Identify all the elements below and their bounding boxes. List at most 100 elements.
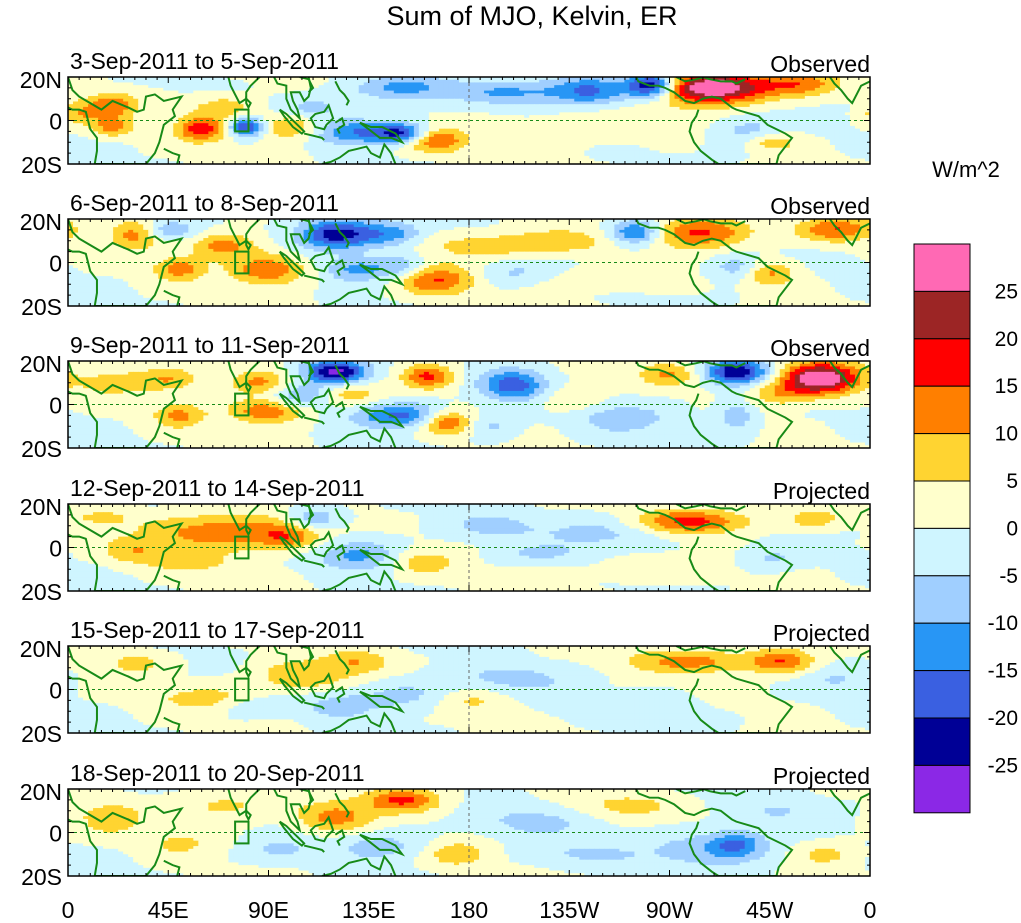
field-cell [859,117,866,121]
field-cell [353,158,360,162]
field-cell [784,155,791,160]
field-cell [769,155,776,160]
field-cell [438,123,445,127]
field-cell [854,131,861,135]
field-cell [769,117,776,121]
field-cell [298,112,305,116]
field-cell [128,109,134,113]
field-cell [479,104,485,108]
field-cell [298,85,305,89]
field-cell [809,158,816,162]
field-cell [724,123,731,127]
field-cell [443,117,450,121]
field-cell [749,131,756,135]
field-cell [779,128,786,132]
field-cell [93,106,99,111]
field-cell [138,101,144,105]
field-cell [218,142,224,146]
field-cell [413,87,420,92]
field-cell [308,120,315,124]
field-cell [774,77,781,81]
field-cell [288,134,295,138]
field-cell [804,150,811,154]
field-cell [323,117,330,121]
field-cell [168,115,174,119]
field-cell [238,96,244,100]
field-cell [789,125,796,130]
field-cell [278,101,285,105]
field-cell [338,131,345,135]
field-cell [193,117,199,121]
field-cell [148,128,154,132]
field-cell [669,128,676,132]
field-cell [393,128,400,132]
field-cell [263,87,269,92]
field-cell [804,142,811,146]
field-cell [669,82,676,86]
field-cell [604,134,610,138]
field-cell [338,101,345,105]
field-cell [128,93,134,97]
field-cell [639,158,645,162]
field-cell [549,96,555,100]
field-cell [684,158,691,162]
field-cell [148,98,154,102]
field-cell [408,112,415,116]
field-cell [323,139,330,143]
field-cell [173,134,179,138]
field-cell [824,90,831,94]
field-cell [614,150,620,154]
field-cell [368,117,375,121]
field-cell [699,90,706,94]
field-cell [163,142,169,146]
field-cell [123,147,129,151]
field-cell [769,104,776,108]
field-cell [198,93,204,97]
field-cell [604,155,610,160]
field-cell [373,98,380,102]
field-cell [799,147,806,151]
field-cell [819,109,826,113]
field-cell [128,104,134,108]
field-cell [569,125,575,130]
field-cell [198,125,204,130]
field-cell [569,112,575,116]
field-cell [569,131,575,135]
field-cell [208,142,214,146]
field-cell [769,158,776,162]
field-cell [448,134,455,138]
field-cell [178,85,184,89]
field-cell [534,93,540,97]
field-cell [844,112,851,116]
field-cell [794,115,801,119]
field-cell [514,123,520,127]
field-cell [489,134,495,138]
field-cell [859,93,866,97]
field-cell [829,123,836,127]
field-cell [398,153,405,157]
field-cell [178,158,184,162]
field-cell [183,147,189,151]
field-cell [98,134,104,138]
field-cell [158,106,164,111]
field-cell [318,139,325,143]
field-cell [709,93,716,97]
field-cell [268,79,275,83]
field-cell [859,139,866,143]
field-cell [78,125,84,130]
field-cell [463,109,470,113]
field-cell [108,93,114,97]
field-cell [403,115,410,119]
field-cell [133,85,139,89]
field-cell [208,79,214,83]
field-cell [428,134,435,138]
field-cell [173,161,179,164]
field-cell [579,96,585,100]
field-cell [233,106,239,111]
field-cell [519,79,525,83]
field-cell [784,144,791,149]
field-cell [348,150,355,154]
field-cell [68,134,74,138]
field-cell [363,136,370,141]
field-cell [849,150,856,154]
